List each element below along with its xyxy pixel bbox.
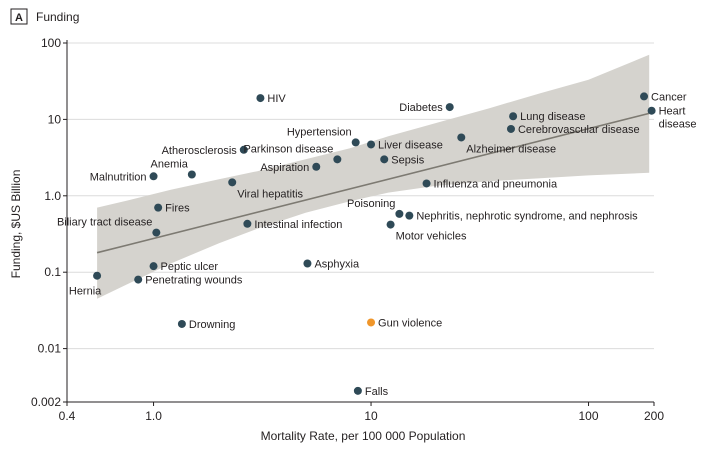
- point-label-heart-disease: Heart: [659, 106, 686, 118]
- point-cancer: [640, 92, 649, 101]
- point-fires: [154, 203, 163, 212]
- x-tick-label: 0.4: [59, 409, 76, 423]
- point-label-viral-hepatitis: Viral hepatitis: [237, 188, 303, 200]
- point-hiv: [256, 94, 265, 103]
- x-axis-label: Mortality Rate, per 100 000 Population: [261, 429, 466, 443]
- point-diabetes: [445, 103, 454, 112]
- point-label-aspiration: Aspiration: [260, 162, 309, 174]
- point-label-cerebrovascular-disease: Cerebrovascular disease: [518, 124, 640, 136]
- point-hypertension: [351, 138, 360, 147]
- point-gun-violence: [367, 318, 376, 327]
- point-malnutrition: [149, 172, 158, 181]
- point-label-alzheimer-disease: Alzheimer disease: [466, 143, 556, 155]
- point-lung-disease: [509, 112, 518, 121]
- point-label-fires: Fires: [165, 203, 190, 215]
- y-tick-label: 100: [41, 36, 61, 50]
- point-label-cancer: Cancer: [651, 91, 687, 103]
- point-label-poisoning: Poisoning: [347, 198, 395, 210]
- point-asphyxia: [303, 259, 312, 268]
- point-viral-hepatitis: [228, 178, 237, 187]
- data-points: [93, 92, 656, 395]
- point-label-drowning: Drowning: [189, 319, 235, 331]
- x-tick-label: 10: [364, 409, 378, 423]
- point-label-hiv: HIV: [267, 93, 286, 105]
- point-label-hernia: Hernia: [69, 286, 102, 298]
- point-atherosclerosis: [239, 145, 248, 154]
- point-sepsis: [380, 155, 389, 164]
- panel-letter-box: [10, 8, 28, 25]
- y-tick-label: 0.002: [31, 395, 61, 409]
- y-tick-label: 0.1: [44, 265, 61, 279]
- point-label-penetrating-wounds: Penetrating wounds: [145, 275, 243, 287]
- point-poisoning: [395, 209, 404, 218]
- y-tick-label: 1.0: [44, 189, 61, 203]
- point-label-sepsis: Sepsis: [391, 154, 425, 166]
- panel-letter: A: [15, 12, 23, 24]
- point-label-heart-disease: disease: [659, 119, 697, 131]
- point-drowning: [177, 319, 186, 328]
- point-label-peptic-ulcer: Peptic ulcer: [161, 261, 219, 273]
- point-label-biliary-tract-disease: Biliary tract disease: [57, 217, 152, 229]
- point-cerebrovascular-disease: [506, 124, 515, 133]
- point-falls: [353, 386, 362, 395]
- point-label-asphyxia: Asphyxia: [314, 258, 360, 270]
- point-label-diabetes: Diabetes: [399, 102, 443, 114]
- point-anemia: [187, 170, 196, 179]
- point-label-atherosclerosis: Atherosclerosis: [162, 145, 238, 157]
- y-tick-label: 0.01: [38, 342, 62, 356]
- point-parkinson-disease: [333, 155, 342, 164]
- point-heart-disease: [647, 106, 656, 115]
- point-label-nephritis-nephrotic-syndrome-and-nephrosis: Nephritis, nephrotic syndrome, and nephr…: [416, 211, 638, 223]
- point-label-motor-vehicles: Motor vehicles: [396, 231, 467, 243]
- trend-line: [96, 112, 650, 254]
- point-intestinal-infection: [243, 219, 252, 228]
- point-nephritis-nephrotic-syndrome-and-nephrosis: [405, 211, 414, 220]
- point-penetrating-wounds: [134, 275, 143, 284]
- point-label-intestinal-infection: Intestinal infection: [254, 219, 342, 231]
- point-hernia: [93, 271, 102, 280]
- point-alzheimer-disease: [457, 133, 466, 142]
- point-peptic-ulcer: [149, 262, 158, 271]
- point-label-malnutrition: Malnutrition: [90, 171, 147, 183]
- x-tick-label: 1.0: [145, 409, 162, 423]
- point-influenza-and-pneumonia: [422, 179, 431, 188]
- point-label-lung-disease: Lung disease: [520, 111, 585, 123]
- point-label-liver-disease: Liver disease: [378, 139, 443, 151]
- point-liver-disease: [367, 140, 376, 149]
- point-motor-vehicles: [386, 220, 395, 229]
- point-label-hypertension: Hypertension: [287, 126, 352, 138]
- x-tick-label: 100: [579, 409, 599, 423]
- trend-line-layer: [96, 112, 650, 254]
- point-label-anemia: Anemia: [151, 159, 189, 171]
- point-aspiration: [312, 162, 321, 171]
- panel-title: Funding: [36, 10, 79, 24]
- point-label-falls: Falls: [365, 386, 389, 398]
- y-tick-label: 10: [48, 112, 62, 126]
- y-axis-label: Funding, $US Billion: [9, 170, 23, 279]
- point-label-gun-violence: Gun violence: [378, 317, 442, 329]
- panel-header: A Funding: [10, 8, 79, 25]
- point-biliary-tract-disease: [152, 228, 161, 237]
- point-label-parkinson-disease: Parkinson disease: [243, 143, 333, 155]
- x-tick-label: 200: [644, 409, 664, 423]
- point-label-influenza-and-pneumonia: Influenza and pneumonia: [434, 178, 558, 190]
